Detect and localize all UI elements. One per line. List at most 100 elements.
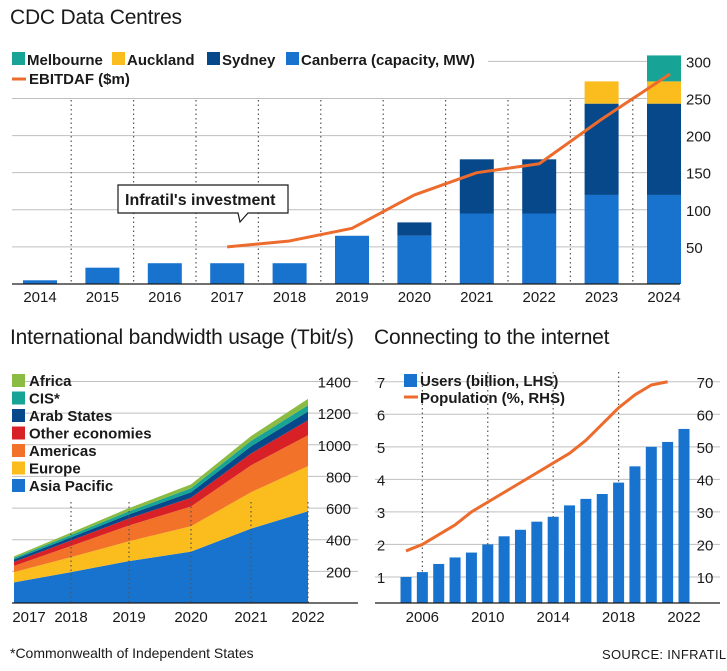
cdc-annotation-text: Infratil's investment [125, 192, 276, 209]
internet-x-tick-label: 2014 [536, 609, 569, 626]
internet-users-bar [547, 516, 559, 603]
cdc-legend-swatch [112, 52, 125, 65]
bandwidth-area-americas [14, 435, 308, 573]
internet-y-right-tick-label: 60 [697, 407, 714, 424]
cdc-bar-canberra [647, 194, 681, 284]
cdc-legend-label: Auckland [127, 52, 195, 69]
cdc-x-tick-label: 2014 [23, 289, 56, 306]
internet-y-right-tick-label: 70 [697, 375, 714, 392]
bandwidth-x-tick-label: 2021 [234, 609, 267, 626]
cdc-bar-canberra [23, 280, 57, 284]
bandwidth-y-tick-label: 1000 [318, 438, 351, 455]
bandwidth-x-tick-label: 2019 [112, 609, 145, 626]
cdc-x-tick-label: 2024 [647, 289, 680, 306]
cdc-x-tick-label: 2016 [148, 289, 181, 306]
bandwidth-legend-label: Other economies [29, 426, 152, 443]
internet-legend-label: Users (billion, LHS) [420, 373, 558, 390]
cdc-y-tick-label: 150 [686, 166, 711, 183]
bandwidth-x-tick-label: 2022 [291, 609, 324, 626]
internet-users-bar [613, 482, 625, 603]
cdc-x-tick-label: 2019 [335, 289, 368, 306]
internet-y-left-tick-label: 1 [377, 570, 385, 587]
internet-users-bar [678, 428, 690, 603]
cdc-x-tick-label: 2020 [398, 289, 431, 306]
internet-legend-label: Population (%, RHS) [420, 390, 565, 407]
bandwidth-area-europe [14, 466, 308, 583]
internet-users-bar [564, 505, 576, 603]
bandwidth-x-tick-label: 2018 [54, 609, 87, 626]
bandwidth-x-tick-label: 2020 [174, 609, 207, 626]
bandwidth-legend-swatch [12, 409, 25, 422]
internet-users-bar [416, 572, 428, 603]
cdc-bar-canberra [85, 267, 120, 284]
bandwidth-legend-swatch [12, 374, 25, 387]
cdc-legend-label: EBITDAF ($m) [29, 71, 130, 88]
cdc-x-tick-label: 2021 [460, 289, 493, 306]
internet-users-bar [449, 557, 461, 603]
bandwidth-legend-label: Europe [29, 461, 81, 478]
bandwidth-area-asia-pacific [14, 511, 308, 603]
source-note: SOURCE: INFRATIL [602, 647, 727, 662]
bandwidth-legend-label: Asia Pacific [29, 478, 113, 495]
internet-y-left-tick-label: 2 [377, 537, 385, 554]
cdc-bar-auckland [584, 81, 619, 104]
bandwidth-legend-swatch [12, 461, 25, 475]
internet-users-bar [498, 536, 510, 603]
cdc-bar-sydney [459, 159, 494, 214]
cdc-ebitdaf-line [227, 72, 671, 249]
cdc-legend-swatch [207, 52, 220, 65]
cdc-y-tick-label: 250 [686, 91, 711, 108]
cdc-bar-sydney [522, 159, 557, 214]
internet-y-left-tick-label: 4 [377, 472, 385, 489]
cdc-bar-canberra [147, 263, 182, 284]
bandwidth-legend-label: Americas [29, 443, 97, 460]
cdc-x-tick-label: 2017 [211, 289, 244, 306]
cdc-legend-label: Sydney [222, 52, 276, 69]
bandwidth-legend-swatch [12, 391, 25, 405]
cdc-legend-label: Melbourne [27, 52, 103, 69]
internet-y-right-tick-label: 20 [697, 537, 714, 554]
cdc-bar-canberra [459, 213, 494, 284]
bandwidth-y-tick-label: 400 [326, 533, 351, 550]
bandwidth-legend-label: CIS* [29, 391, 60, 408]
internet-y-right-tick-label: 10 [697, 570, 714, 587]
bandwidth-y-tick-label: 800 [326, 469, 351, 486]
cdc-x-tick-label: 2022 [523, 289, 556, 306]
bandwidth-x-tick-label: 2017 [12, 609, 45, 626]
cdc-bar-canberra [397, 235, 432, 284]
internet-users-bar [482, 544, 494, 603]
cdc-legend-swatch [286, 52, 299, 65]
internet-y-right-tick-label: 30 [697, 505, 714, 522]
bandwidth-chart-title: International bandwidth usage (Tbit/s) [10, 326, 354, 349]
bandwidth-y-tick-label: 1400 [318, 374, 351, 391]
internet-users-bar [531, 521, 543, 603]
cdc-bar-canberra [210, 263, 245, 284]
bandwidth-y-tick-label: 600 [326, 501, 351, 518]
cdc-bar-canberra [522, 213, 557, 284]
cdc-bar-canberra [335, 235, 369, 284]
internet-users-bar [465, 552, 477, 603]
internet-population-line [405, 380, 668, 553]
bandwidth-y-tick-label: 200 [326, 564, 351, 581]
cdc-x-tick-label: 2015 [86, 289, 119, 306]
internet-users-bar [514, 529, 526, 603]
internet-y-right-tick-label: 40 [697, 472, 714, 489]
internet-x-tick-label: 2018 [602, 609, 635, 626]
bandwidth-legend-label: Africa [29, 373, 72, 390]
cdc-bar-sydney [584, 103, 619, 195]
internet-users-bar [645, 446, 657, 603]
internet-y-left-tick-label: 6 [377, 407, 385, 424]
internet-chart-title: Connecting to the internet [374, 326, 610, 349]
cdc-bar-canberra [272, 263, 307, 284]
internet-x-tick-label: 2022 [667, 609, 700, 626]
internet-y-left-tick-label: 7 [377, 375, 385, 392]
internet-users-bar [400, 576, 412, 603]
bandwidth-y-tick-label: 1200 [318, 406, 351, 423]
internet-legend-swatch [404, 374, 417, 387]
cdc-annotation-box [117, 184, 289, 224]
bandwidth-legend-swatch [12, 444, 25, 457]
cdc-bar-sydney [397, 222, 432, 236]
internet-users-bar [662, 441, 674, 603]
internet-users-bar [629, 466, 641, 603]
bandwidth-area-other-economies [14, 420, 308, 566]
